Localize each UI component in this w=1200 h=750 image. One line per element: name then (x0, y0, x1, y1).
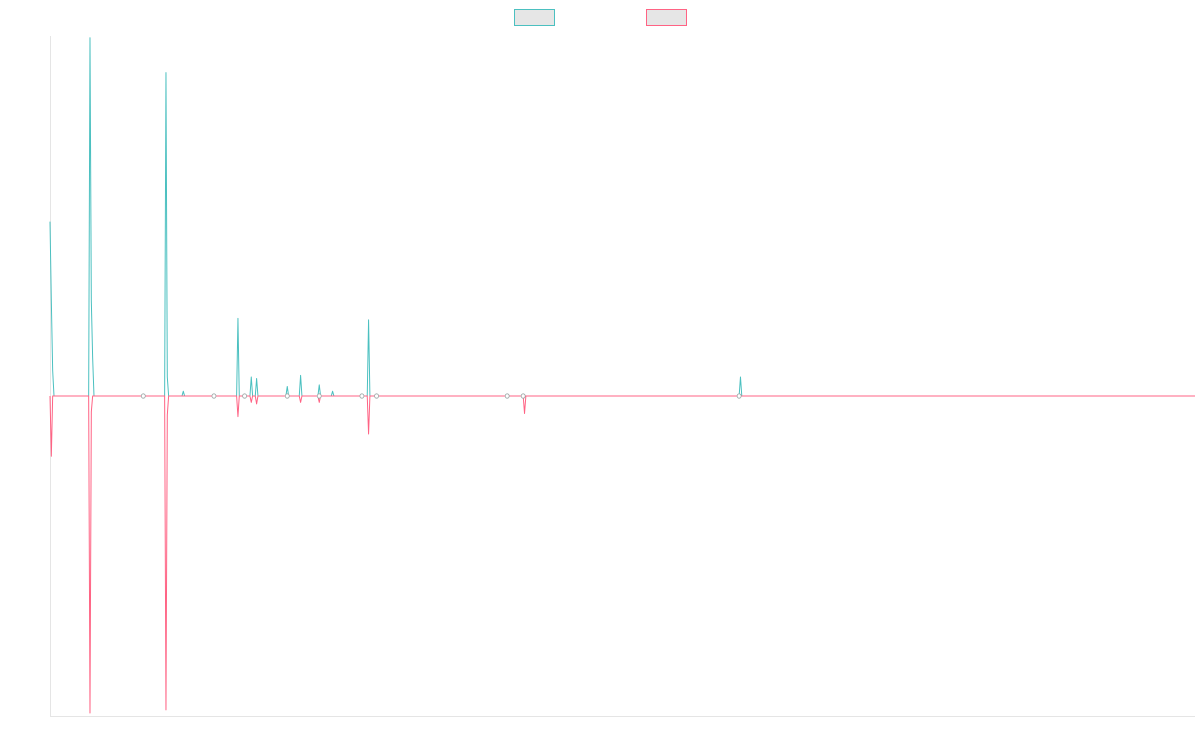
series-line-1 (49, 37, 1195, 397)
data-point-3 (242, 393, 248, 399)
data-point-1 (140, 393, 146, 399)
data-point-6 (359, 393, 365, 399)
legend-swatch-2 (646, 9, 687, 26)
data-point-5 (316, 393, 322, 399)
legend-swatch-1 (514, 9, 555, 26)
data-point-2 (211, 393, 217, 399)
data-point-8 (504, 393, 510, 399)
legend (514, 9, 687, 26)
data-point-10 (736, 393, 742, 399)
legend-item-1 (514, 9, 555, 26)
axes (50, 36, 1195, 717)
data-point-4 (284, 393, 290, 399)
data-point-9 (520, 393, 526, 399)
data-point-7 (374, 393, 379, 399)
legend-item-2 (646, 9, 687, 26)
series-line-2 (49, 395, 1195, 714)
plot-area (49, 37, 1195, 714)
